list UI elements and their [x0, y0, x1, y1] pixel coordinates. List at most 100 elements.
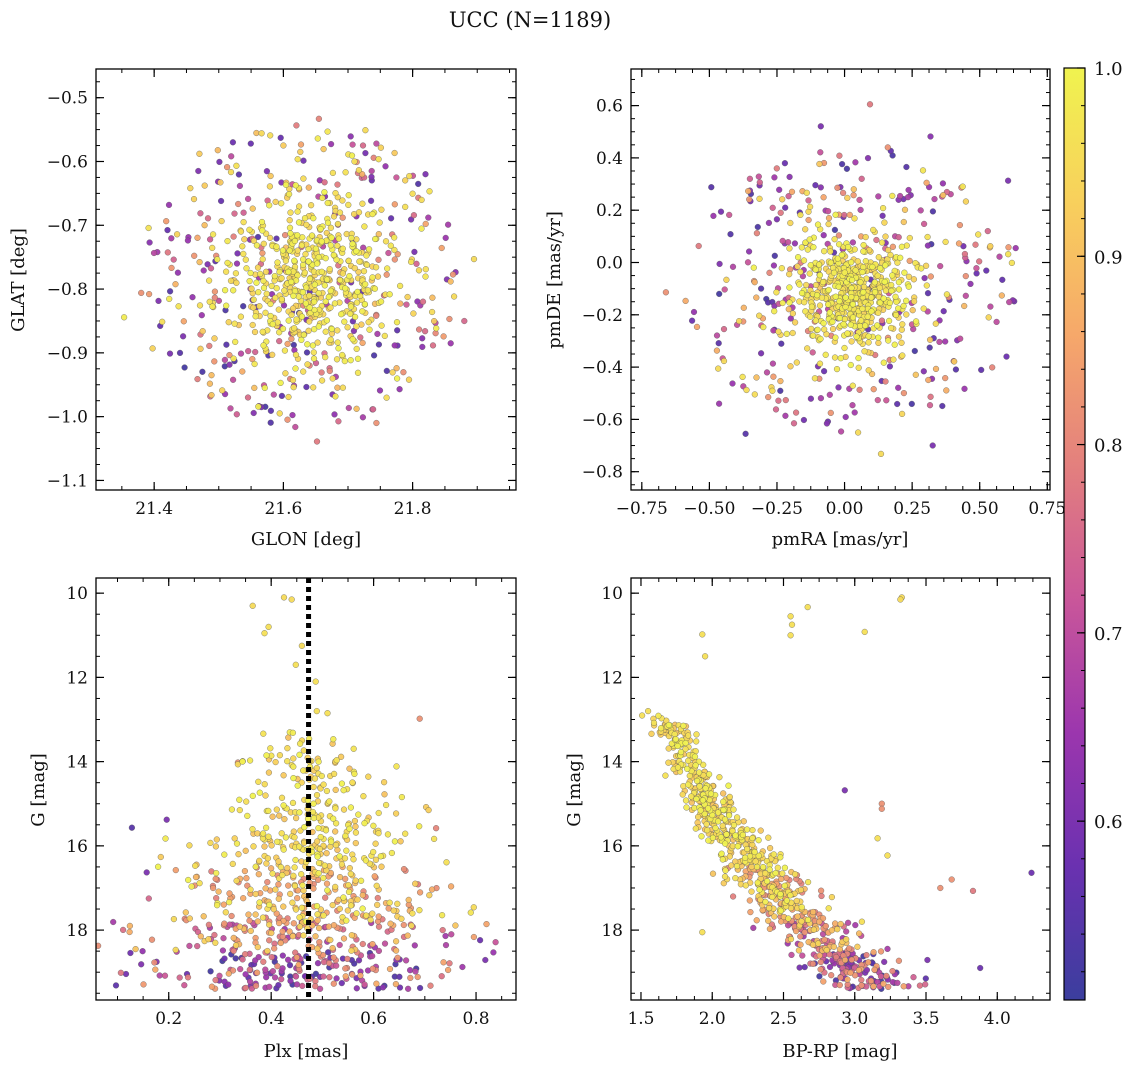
panel-plx-g-point	[291, 864, 298, 871]
panel-pmra-pmde-point	[862, 322, 869, 329]
panel-glon-glat-point	[211, 358, 218, 365]
panel-bprp-g-point	[820, 978, 827, 985]
panel-plx-g-point	[213, 836, 220, 843]
panel-pmra-pmde-point	[993, 318, 1000, 325]
panel-pmra-pmde-point	[888, 287, 895, 294]
panel-pmra-pmde-ytick-label: 0.6	[596, 97, 623, 117]
panel-glon-glat-point	[422, 273, 429, 280]
panel-glon-glat-point	[276, 268, 283, 275]
panel-bprp-g-point	[832, 920, 839, 927]
panel-pmra-pmde-xtick-label: −0.25	[751, 499, 803, 519]
panel-plx-g-point	[249, 602, 256, 609]
panel-pmra-pmde-point	[812, 182, 819, 189]
panel-glon-glat-point	[334, 327, 341, 334]
panel-plx-g-point	[207, 968, 214, 975]
panel-glon-glat-point	[336, 277, 344, 284]
panel-plx-g-point	[397, 838, 404, 845]
panel-glon-glat-point	[211, 288, 218, 295]
panel-plx-g-point	[352, 877, 359, 884]
panel-glon-glat-point	[258, 218, 266, 226]
panel-plx-g-ytick-label: 12	[66, 668, 88, 688]
panel-plx-g-point	[398, 794, 405, 801]
panel-glon-glat-point	[166, 295, 173, 302]
panel-glon-glat-point	[365, 319, 372, 326]
panel-glon-glat-point	[211, 335, 218, 342]
panel-glon-glat-point	[230, 376, 237, 383]
panel-plx-g-point	[351, 817, 358, 825]
panel-bprp-g-point	[858, 976, 865, 984]
panel-pmra-pmde-point	[943, 387, 950, 394]
panel-glon-glat-point	[245, 195, 252, 202]
panel-plx-g-point	[384, 831, 391, 838]
panel-plx-g-point	[295, 961, 302, 968]
panel-pmra-pmde-point	[723, 276, 730, 283]
panel-glon-glat-point	[339, 197, 346, 204]
panel-glon-glat-point	[366, 326, 373, 333]
panel-pmra-pmde-point	[836, 241, 843, 248]
panel-plx-g-xtick-label: 0.2	[155, 1009, 182, 1029]
panel-glon-glat-point	[345, 404, 352, 412]
panel-glon-glat-point	[418, 225, 425, 232]
panel-bprp-g-point	[674, 764, 682, 771]
panel-plx-g-ytick-label: 10	[66, 584, 88, 604]
panel-plx-g-point	[213, 895, 220, 902]
panel-glon-glat-point	[331, 300, 338, 307]
panel-glon-glat-point	[374, 273, 382, 280]
panel-glon-glat-point	[216, 158, 223, 165]
panel-bprp-g-point	[804, 604, 811, 611]
panel-glon-glat-point	[397, 300, 404, 307]
panel-plx-g-xtick-label: 0.6	[360, 1009, 387, 1029]
panel-plx-g-point	[329, 945, 336, 952]
panel-glon-glat-point	[218, 197, 225, 205]
panel-pmra-pmde-point	[802, 226, 809, 233]
panel-bprp-g-point	[817, 966, 824, 973]
panel-pmra-pmde-point	[798, 290, 806, 297]
panel-pmra-pmde-point	[927, 336, 934, 343]
panel-pmra-pmde-point	[920, 368, 927, 375]
panel-pmra-pmde-point	[825, 215, 833, 222]
panel-bprp-g-point	[679, 791, 686, 798]
panel-pmra-pmde-point	[875, 254, 882, 261]
panel-plx-g-point	[188, 883, 195, 890]
panel-pmra-pmde-point	[847, 361, 854, 369]
panel-pmra-pmde-point	[939, 402, 946, 410]
panel-pmra-pmde-point	[763, 369, 771, 376]
panel-bprp-g-point	[889, 968, 896, 975]
panel-bprp-g-point	[805, 939, 812, 946]
panel-plx-g-point	[242, 984, 249, 991]
panel-plx-g-point	[442, 932, 449, 940]
panel-pmra-pmde-point	[729, 263, 737, 270]
panel-plx-g-point	[128, 824, 135, 831]
panel-plx-g-point	[452, 922, 459, 929]
panel-plx-g-xtick-label: 0.8	[463, 1009, 490, 1029]
panel-glon-glat-xtick-label: 21.4	[135, 499, 173, 519]
panel-plx-g-point	[369, 941, 376, 948]
panel-bprp-g-point	[756, 886, 763, 893]
panel-plx-g-point	[280, 594, 288, 601]
panel-glon-glat-point	[353, 248, 360, 255]
panel-plx-g-point	[390, 907, 397, 914]
panel-glon-glat-point	[301, 269, 308, 276]
panel-bprp-g-point	[693, 795, 700, 803]
panel-plx-g-point	[161, 972, 169, 979]
panel-glon-glat-point	[166, 350, 174, 357]
panel-pmra-pmde-point	[809, 349, 816, 356]
panel-plx-g-point	[372, 856, 380, 863]
panel-pmra-pmde-point	[905, 273, 913, 280]
panel-glon-glat-point	[207, 236, 214, 243]
panel-plx-g-point	[277, 864, 284, 871]
panel-pmra-pmde-point	[927, 273, 934, 280]
panel-bprp-g-point	[703, 821, 710, 828]
panel-glon-glat-point	[373, 312, 380, 319]
panel-glon-glat-point	[292, 182, 299, 189]
panel-pmra-pmde-point	[877, 299, 884, 306]
panel-bprp-g-point	[769, 893, 776, 901]
panel-pmra-pmde-point	[835, 283, 842, 290]
panel-plx-g-point	[405, 896, 412, 903]
panel-pmra-pmde-ylabel: pmDE [mas/yr]	[544, 211, 565, 349]
panel-glon-glat-point	[201, 182, 208, 189]
panel-bprp-g-point	[804, 916, 812, 923]
panel-plx-g-point	[200, 913, 207, 920]
panel-bprp-g-point	[740, 818, 747, 825]
panel-plx-g-point	[126, 928, 133, 936]
